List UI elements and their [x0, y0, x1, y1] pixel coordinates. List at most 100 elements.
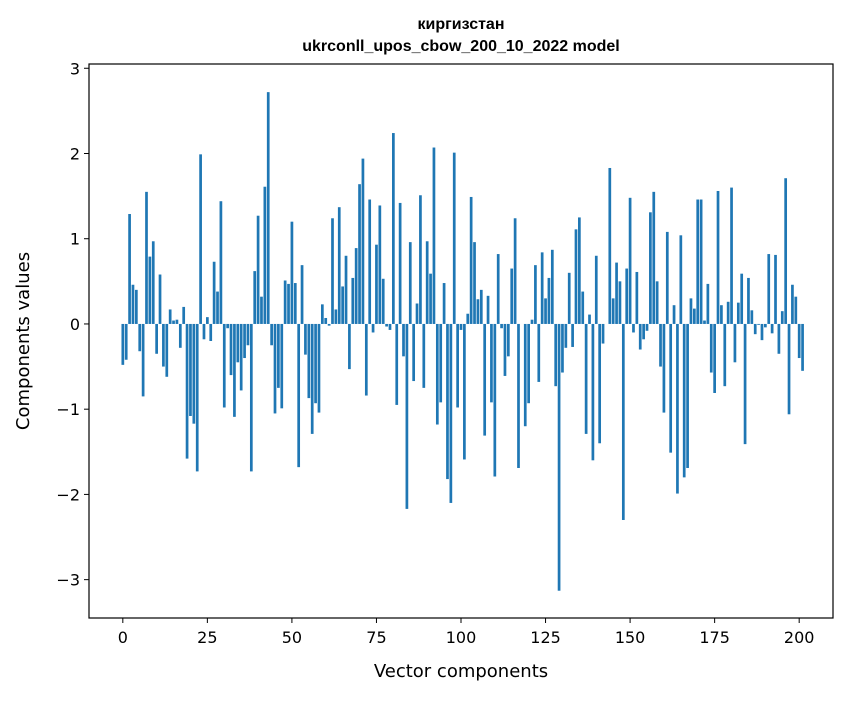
bar-133: [571, 324, 574, 347]
bar-154: [642, 324, 645, 339]
bar-21: [192, 324, 195, 424]
bar-178: [723, 324, 726, 386]
bar-192: [771, 324, 774, 333]
bar-37: [247, 324, 250, 345]
bar-0: [121, 324, 124, 365]
bar-64: [338, 207, 341, 324]
bar-103: [470, 197, 473, 324]
x-tick-label: 100: [446, 628, 477, 647]
bar-146: [615, 263, 618, 324]
bar-54: [304, 324, 307, 355]
x-tick-label: 125: [530, 628, 561, 647]
bar-42: [264, 187, 267, 324]
bar-165: [679, 235, 682, 324]
bar-138: [588, 315, 591, 324]
bar-45: [274, 324, 277, 413]
bar-series: [121, 92, 803, 591]
bar-137: [585, 324, 588, 434]
bar-29: [220, 201, 223, 324]
bar-180: [730, 188, 733, 324]
bar-99: [456, 324, 459, 408]
bar-106: [480, 290, 483, 324]
bar-105: [477, 299, 480, 324]
x-tick-label: 0: [118, 628, 128, 647]
bar-127: [551, 250, 554, 324]
bar-173: [707, 284, 710, 324]
y-axis-label: Components values: [13, 252, 34, 430]
bar-31: [226, 324, 229, 328]
bar-148: [622, 324, 625, 520]
bar-83: [402, 324, 405, 356]
bar-102: [466, 314, 469, 324]
bar-169: [693, 309, 696, 324]
bar-189: [761, 324, 764, 340]
bar-120: [527, 324, 530, 403]
bar-58: [318, 324, 321, 413]
bar-122: [534, 265, 537, 324]
bar-90: [426, 241, 429, 324]
bar-168: [690, 298, 693, 324]
bar-197: [788, 324, 791, 414]
bar-157: [652, 192, 655, 324]
bar-100: [460, 324, 463, 330]
x-tick-label: 150: [615, 628, 646, 647]
bar-186: [750, 310, 753, 324]
bar-107: [483, 324, 486, 436]
bar-151: [632, 324, 635, 333]
bar-108: [487, 296, 490, 324]
bar-72: [365, 324, 368, 396]
bar-39: [253, 271, 256, 324]
bar-198: [791, 285, 794, 324]
y-tick-label: −3: [56, 571, 80, 590]
bar-74: [372, 324, 375, 333]
bar-41: [260, 297, 263, 324]
bar-155: [646, 324, 649, 331]
bar-166: [683, 324, 686, 477]
bar-52: [297, 324, 300, 467]
bar-179: [727, 302, 730, 324]
bar-117: [517, 324, 520, 468]
bar-76: [378, 205, 381, 323]
y-tick-label: −2: [56, 485, 80, 504]
bar-184: [744, 324, 747, 444]
bar-141: [598, 324, 601, 443]
bar-187: [754, 324, 757, 334]
bar-56: [311, 324, 314, 434]
bar-126: [548, 278, 551, 324]
x-tick-label: 200: [784, 628, 815, 647]
bar-128: [554, 324, 557, 386]
bar-97: [450, 324, 453, 503]
bar-190: [764, 324, 767, 327]
bar-28: [216, 292, 219, 324]
bar-172: [703, 321, 706, 324]
bar-61: [328, 324, 331, 326]
bar-140: [595, 256, 598, 324]
bar-201: [801, 324, 804, 371]
bar-82: [399, 203, 402, 324]
bar-147: [619, 281, 622, 324]
bar-68: [351, 278, 354, 324]
bar-91: [429, 274, 432, 324]
bar-104: [473, 242, 476, 324]
bar-34: [236, 324, 239, 362]
y-tick-label: 1: [70, 230, 80, 249]
bar-26: [209, 324, 212, 341]
bar-116: [514, 218, 517, 324]
bar-1: [125, 324, 128, 360]
bar-27: [213, 262, 216, 324]
bar-194: [778, 324, 781, 354]
bar-35: [240, 324, 243, 390]
y-tick-label: 0: [70, 315, 80, 334]
bar-88: [419, 195, 422, 324]
bar-16: [176, 320, 179, 324]
bar-3: [132, 285, 135, 324]
bar-195: [781, 311, 784, 324]
bar-43: [267, 92, 270, 324]
bar-177: [720, 305, 723, 324]
bar-145: [612, 298, 615, 324]
bar-149: [625, 269, 628, 324]
bar-185: [747, 278, 750, 324]
bar-48: [284, 280, 287, 323]
bar-78: [385, 324, 388, 327]
bar-96: [446, 324, 449, 479]
